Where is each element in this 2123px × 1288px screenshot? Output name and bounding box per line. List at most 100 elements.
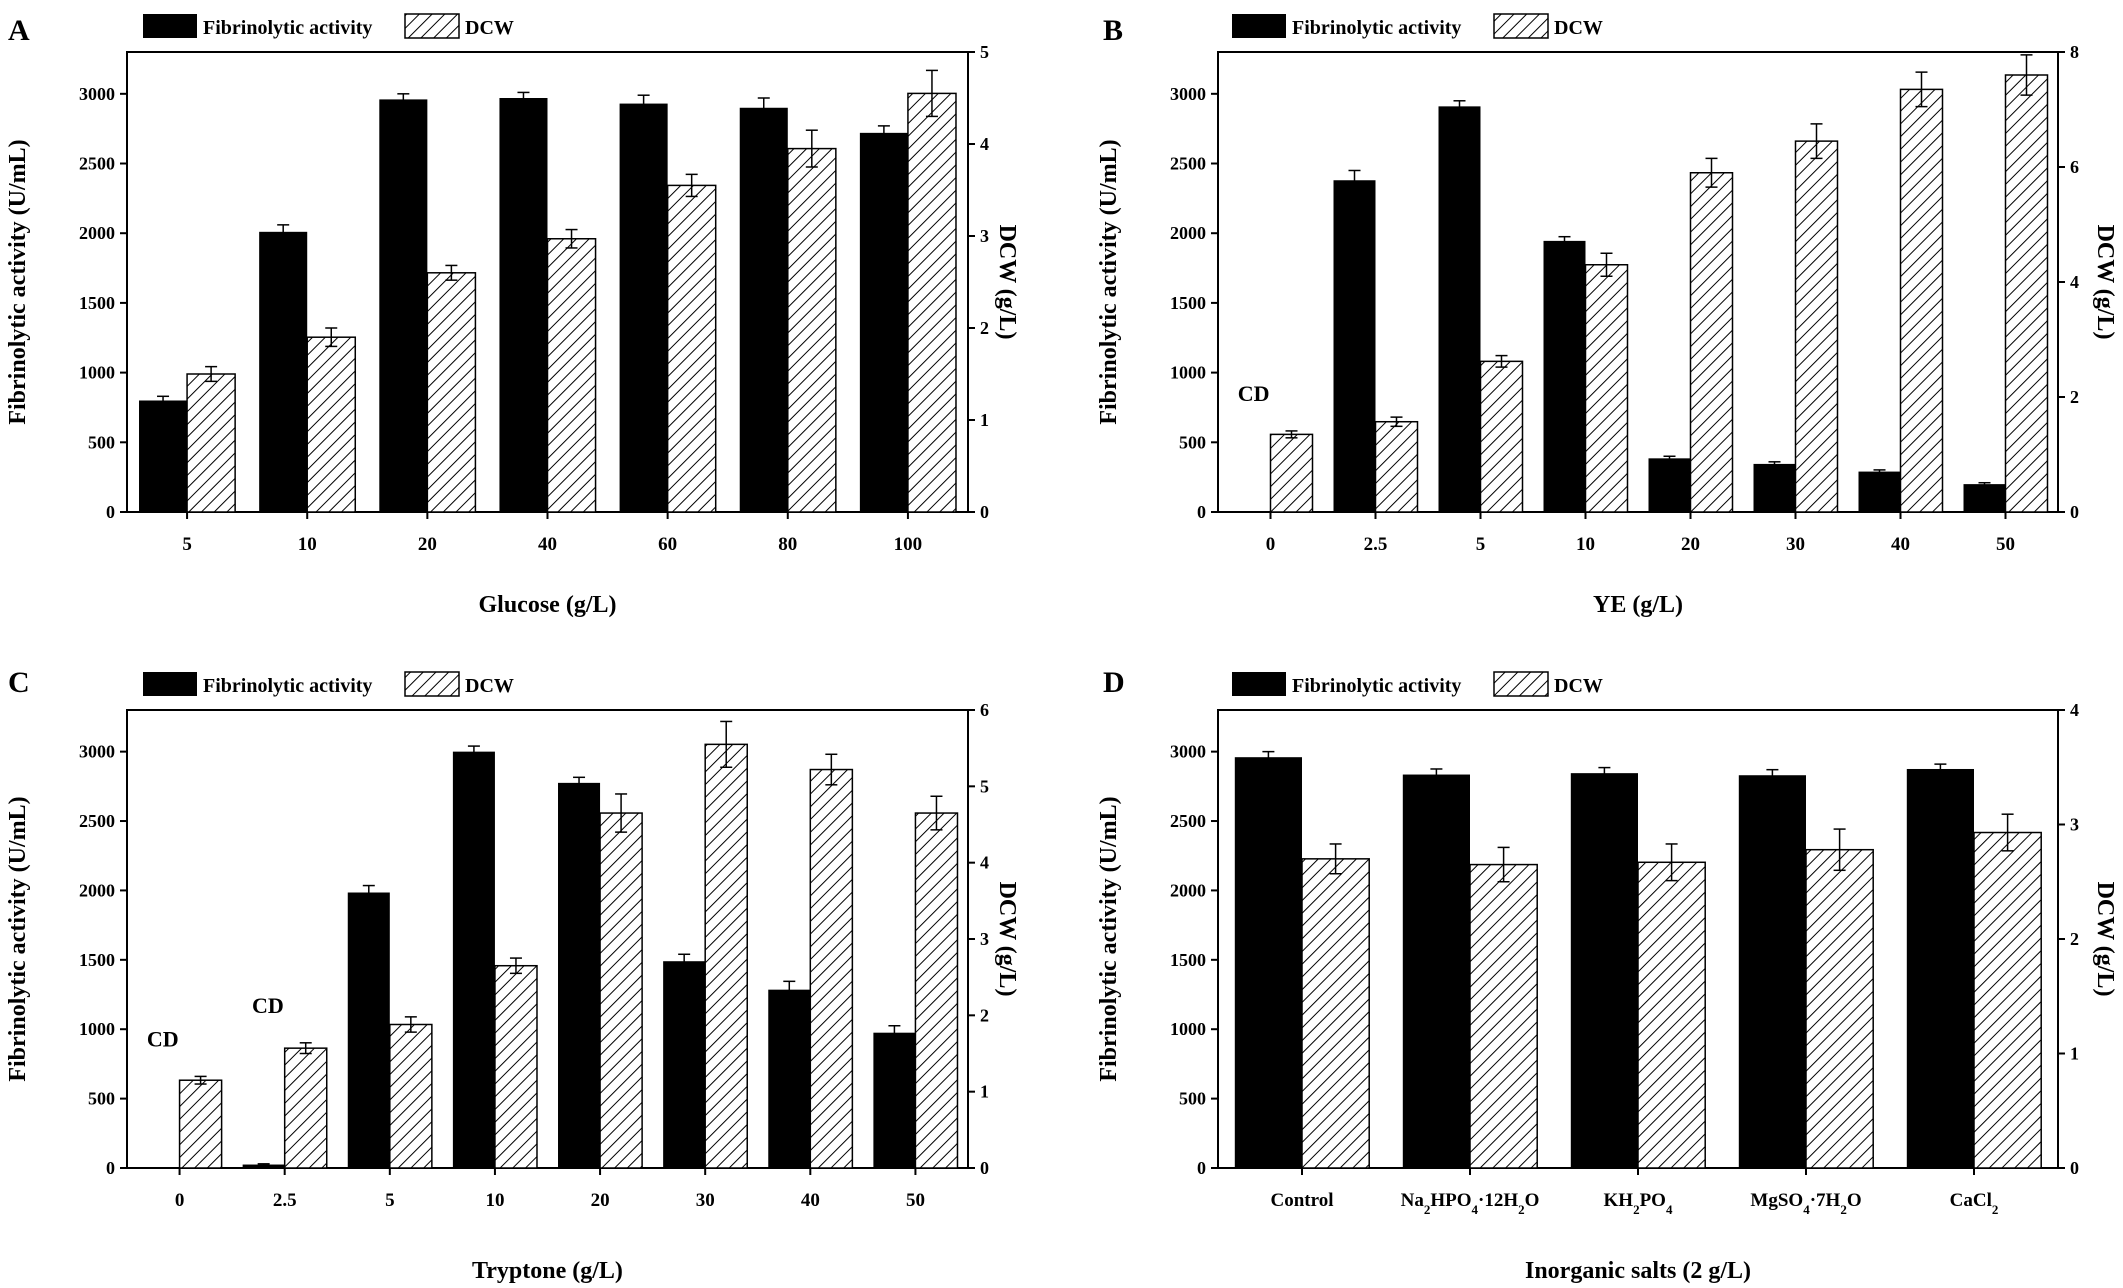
legend-swatch-activity	[1232, 14, 1286, 38]
legend-label-dcw: DCW	[1554, 17, 1603, 39]
y-tick-label: 1500	[1170, 293, 1206, 313]
x-tick-label: 10	[1576, 534, 1595, 555]
bar-activity	[739, 107, 788, 513]
y-tick-label: 1000	[1170, 1019, 1206, 1039]
bar-dcw	[1374, 420, 1419, 513]
y-tick-label: 1000	[79, 363, 115, 383]
panel-B: B0 2.5 5 10 20 30 40 50CD0500100015002000250030…	[1096, 13, 2118, 618]
y-tick-label: 2000	[79, 880, 115, 900]
y-axis-label: Fibrinolytic activity (U/mL)	[5, 796, 31, 1081]
bar-activity	[452, 751, 495, 1168]
y2-tick-label: 0	[2070, 1158, 2079, 1178]
y2-tick-label: 3	[980, 226, 989, 246]
x-tick-label: 0	[175, 1190, 185, 1211]
legend-swatch-activity	[143, 672, 197, 696]
bar-activity	[259, 231, 308, 512]
legend: Fibrinolytic activity DCW	[1232, 671, 1603, 697]
y2-axis-label: DCW (g/L)	[2092, 882, 2118, 997]
x-tick-label: Control	[1271, 1190, 1334, 1211]
y-tick-label: 0	[106, 502, 115, 522]
legend-swatch-dcw	[1493, 13, 1549, 39]
panel-tag: B	[1103, 14, 1123, 47]
bar-activity	[873, 1032, 916, 1168]
bar-dcw	[1637, 861, 1706, 1169]
x-axis-label: Glucose (g/L)	[479, 592, 617, 618]
bar-dcw	[1301, 858, 1370, 1169]
x-tick-label: 50	[1996, 534, 2015, 555]
bar-dcw	[1973, 831, 2042, 1169]
y2-tick-label: 2	[980, 318, 989, 338]
y-tick-label: 2000	[1170, 880, 1206, 900]
bar-dcw	[1469, 863, 1538, 1169]
y2-axis-label: DCW (g/L)	[2092, 225, 2118, 340]
legend-label-dcw: DCW	[1554, 675, 1603, 697]
bar-dcw	[1584, 264, 1629, 513]
y-tick-label: 3000	[79, 742, 115, 762]
bar-dcw	[389, 1023, 433, 1169]
y-tick-label: 1000	[1170, 363, 1206, 383]
x-tick-label: CaCl2	[1950, 1190, 1999, 1217]
bar-dcw	[907, 92, 957, 513]
y2-tick-label: 2	[2070, 387, 2079, 407]
y2-tick-label: 4	[980, 853, 989, 873]
bar-activity	[1543, 240, 1586, 512]
y-tick-label: 2500	[79, 811, 115, 831]
bar-dcw	[306, 336, 357, 513]
bar-dcw	[186, 373, 236, 513]
legend-label-dcw: DCW	[465, 17, 514, 39]
x-tick-label: 30	[1786, 534, 1805, 555]
x-tick-label: 5	[182, 534, 192, 555]
panel-A: A5 10 20 40 60 80 1000500100015002000250030000…	[5, 13, 1020, 618]
bar-dcw	[914, 812, 959, 1169]
annotation-cd: CD	[252, 993, 284, 1018]
x-tick-label: 5	[385, 1190, 395, 1211]
legend-label-activity: Fibrinolytic activity	[203, 675, 372, 697]
legend-swatch-dcw	[404, 13, 460, 39]
y-tick-label: 0	[106, 1158, 115, 1178]
bar-activity	[1438, 106, 1481, 512]
y-axis-label: Fibrinolytic activity (U/mL)	[5, 139, 31, 424]
y2-tick-label: 1	[980, 1082, 989, 1102]
bar-activity	[1648, 458, 1691, 512]
legend-label-dcw: DCW	[465, 675, 514, 697]
bar-dcw	[599, 812, 643, 1169]
annotation-cd: CD	[147, 1026, 179, 1051]
y2-axis-label: DCW (g/L)	[994, 882, 1020, 997]
y2-tick-label: 0	[980, 502, 989, 522]
bar-activity	[1402, 774, 1470, 1168]
x-tick-label: 20	[1681, 534, 1700, 555]
bar-activity	[1333, 180, 1376, 512]
legend: Fibrinolytic activity DCW	[143, 13, 514, 39]
y-tick-label: 2000	[79, 223, 115, 243]
panel-tag: C	[8, 666, 30, 699]
y2-axis-label: DCW (g/L)	[994, 225, 1020, 340]
y-tick-label: 3000	[1170, 742, 1206, 762]
x-axis-label: Inorganic salts (2 g/L)	[1525, 1258, 1751, 1284]
bar-activity	[663, 961, 706, 1168]
bar-dcw	[1269, 433, 1314, 513]
bar-dcw	[178, 1079, 223, 1169]
legend-swatch-dcw	[404, 671, 460, 697]
x-tick-label: 2.5	[1364, 534, 1388, 555]
y2-tick-label: 5	[980, 42, 989, 62]
x-tick-label: 0	[1266, 534, 1276, 555]
annotation-cd: CD	[1238, 381, 1270, 406]
y2-tick-label: 8	[2070, 42, 2079, 62]
bar-dcw	[704, 743, 748, 1169]
y-axis-label: Fibrinolytic activity (U/mL)	[1096, 796, 1122, 1081]
bar-dcw	[426, 272, 477, 513]
x-axis-label: YE (g/L)	[1593, 592, 1683, 618]
bar-dcw	[494, 964, 538, 1169]
x-tick-label: 40	[1891, 534, 1910, 555]
y2-tick-label: 2	[980, 1005, 989, 1025]
x-tick-label: 50	[906, 1190, 925, 1211]
x-tick-label: 40	[538, 534, 557, 555]
y-tick-label: 1500	[1170, 950, 1206, 970]
y-tick-label: 0	[1197, 502, 1206, 522]
bar-dcw	[1794, 140, 1839, 513]
bar-dcw	[2004, 74, 2049, 513]
bar-activity	[1753, 463, 1796, 512]
bar-dcw	[787, 147, 837, 513]
y-tick-label: 1500	[79, 950, 115, 970]
